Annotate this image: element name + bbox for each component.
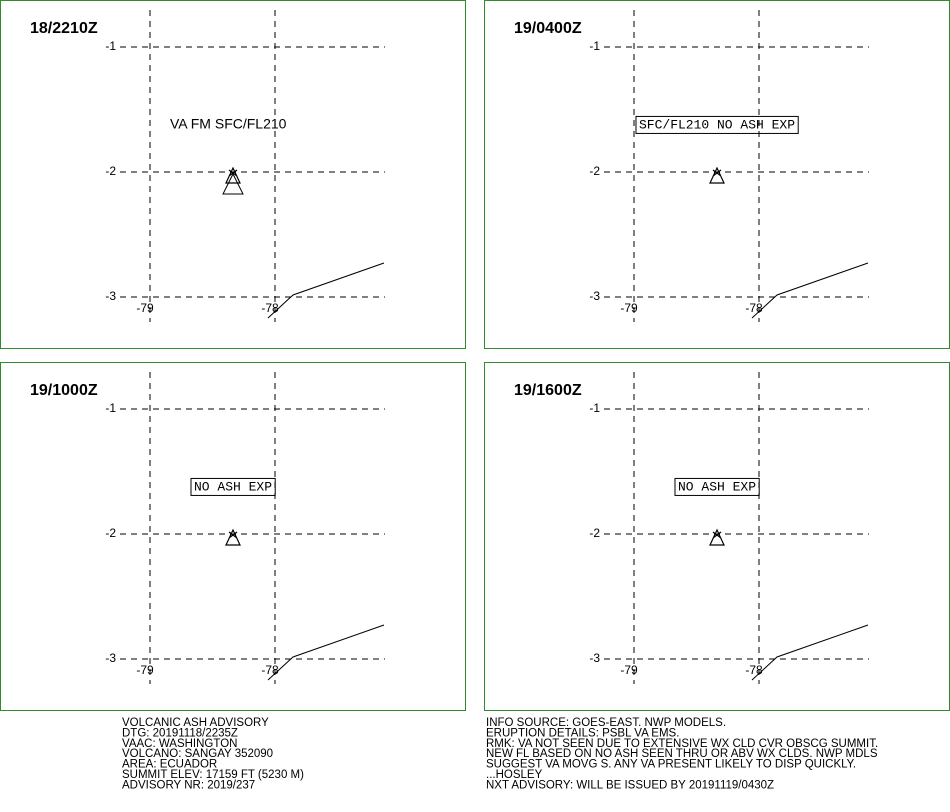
valid-time: 19/1600Z [514, 382, 582, 399]
ash-annotation: SFC/FL210 NO ASH EXP [639, 117, 795, 132]
advisory-line: NXT ADVISORY: WILL BE ISSUED BY 20191119… [486, 779, 774, 791]
coastline [267, 624, 385, 681]
advisory-line: SUGGEST VA MOVG S. ANY VA PRESENT LIKELY… [486, 759, 856, 771]
volcano-symbol [225, 528, 241, 546]
ash-annotation: NO ASH EXP [678, 479, 756, 494]
lon-label: -78 [261, 663, 279, 677]
coastline [267, 262, 385, 319]
valid-time: 19/0400Z [514, 20, 582, 37]
map-panel: -1 -2 -3 -79 -78 19/1000Z NO ASH EXP [0, 362, 466, 711]
annotation-box [635, 115, 799, 134]
advisory-line: ERUPTION DETAILS: PSBL VA EMS. [486, 727, 679, 739]
advisory-line: NEW FL BASED ON NO ASH SEEN THRU OR ABV … [486, 748, 878, 760]
coastline [751, 624, 869, 681]
advisory-line: ADVISORY NR: 2019/237 [122, 779, 255, 791]
lat-label: -2 [105, 164, 116, 178]
map-panel: -1 -2 -3 -79 -78 18/2210Z VA FM SFC/FL210 [0, 0, 466, 349]
annotation-box [674, 477, 760, 496]
advisory-line: AREA: ECUADOR [122, 759, 217, 771]
panel-border [0, 0, 466, 349]
advisory-line: INFO SOURCE: GOES-EAST. NWP MODELS. [486, 717, 726, 729]
lon-label: -78 [261, 301, 279, 315]
panel-border [484, 0, 950, 349]
lon-label: -78 [745, 301, 763, 315]
lat-label: -1 [589, 401, 600, 415]
volcano-symbol [709, 166, 725, 184]
advisory-line: DTG: 20191118/2235Z [122, 727, 238, 739]
valid-time: 19/1000Z [30, 382, 98, 399]
advisory-line: ...HOSLEY [486, 769, 543, 781]
lat-label: -3 [589, 651, 600, 665]
lat-label: -1 [589, 39, 600, 53]
volcano-symbol [222, 172, 244, 195]
lon-label: -78 [745, 663, 763, 677]
panel-border [0, 362, 466, 711]
ash-annotation: VA FM SFC/FL210 [170, 116, 287, 132]
volcano-symbol [225, 166, 241, 184]
advisory-line: VAAC: WASHINGTON [122, 738, 237, 750]
advisory-line: VOLCANIC ASH ADVISORY [122, 717, 269, 729]
lat-label: -2 [589, 164, 600, 178]
lat-label: -2 [589, 526, 600, 540]
lat-label: -3 [105, 651, 116, 665]
ash-annotation: NO ASH EXP [194, 479, 272, 494]
lat-label: -2 [105, 526, 116, 540]
map-panel: -1 -2 -3 -79 -78 19/1600Z NO ASH EXP [484, 362, 950, 711]
valid-time: 18/2210Z [30, 20, 98, 37]
advisory-line: RMK: VA NOT SEEN DUE TO EXTENSIVE WX CLD… [486, 738, 878, 750]
panel-border [484, 362, 950, 711]
annotation-box [190, 477, 276, 496]
advisory-line: VOLCANO: SANGAY 352090 [122, 748, 273, 760]
lon-label: -79 [136, 663, 154, 677]
lon-label: -79 [620, 663, 638, 677]
lon-label: -79 [620, 301, 638, 315]
lon-label: -79 [136, 301, 154, 315]
lat-label: -3 [105, 289, 116, 303]
lat-label: -3 [589, 289, 600, 303]
lat-label: -1 [105, 401, 116, 415]
map-panel: -1 -2 -3 -79 -78 19/0400Z SFC/FL210 NO ASH EXP [484, 0, 950, 349]
coastline [751, 262, 869, 319]
lat-label: -1 [105, 39, 116, 53]
volcano-symbol [709, 528, 725, 546]
advisory-line: SUMMIT ELEV: 17159 FT (5230 M) [122, 769, 304, 781]
